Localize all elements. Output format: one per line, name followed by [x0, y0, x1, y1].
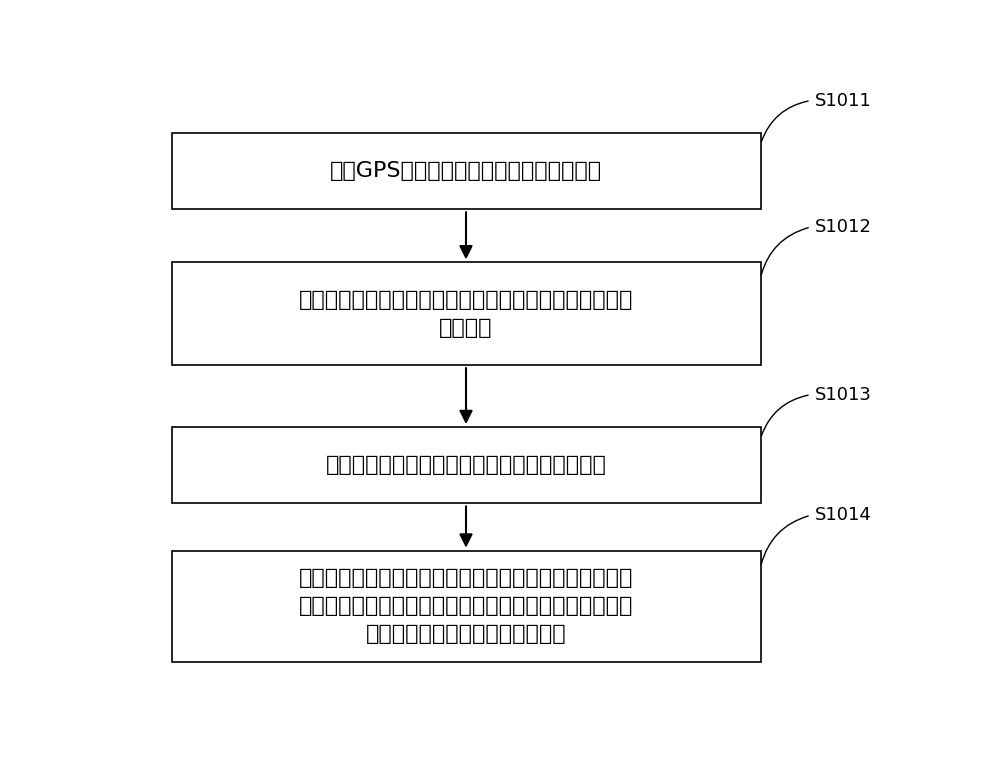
Text: S1014: S1014	[815, 507, 872, 524]
Text: 所述智能终端获取车型命令，并在终端显示界面上显示车
型信息；: 所述智能终端获取车型命令，并在终端显示界面上显示车 型信息；	[299, 290, 633, 338]
Bar	[172, 427, 761, 503]
Bar	[172, 262, 761, 365]
Text: S1011: S1011	[815, 92, 872, 109]
Bar	[172, 133, 761, 209]
Text: S1012: S1012	[815, 218, 872, 236]
Bar	[172, 551, 761, 662]
Text: 通过GPS获取所述智能终端的实时位置信息: 通过GPS获取所述智能终端的实时位置信息	[330, 161, 602, 181]
Text: 将所述智能终端的实时位置信息与所述相对位置信息进行
匹配，以得出车辆轮廓的详细定位信息，并在终端显示界
面上显示车辆轮廓的详细定位信息: 将所述智能终端的实时位置信息与所述相对位置信息进行 匹配，以得出车辆轮廓的详细定…	[299, 568, 633, 644]
Text: 所述智能终端接收终端位于车辆的相对位置信息: 所述智能终端接收终端位于车辆的相对位置信息	[326, 455, 606, 475]
Text: S1013: S1013	[815, 386, 872, 403]
